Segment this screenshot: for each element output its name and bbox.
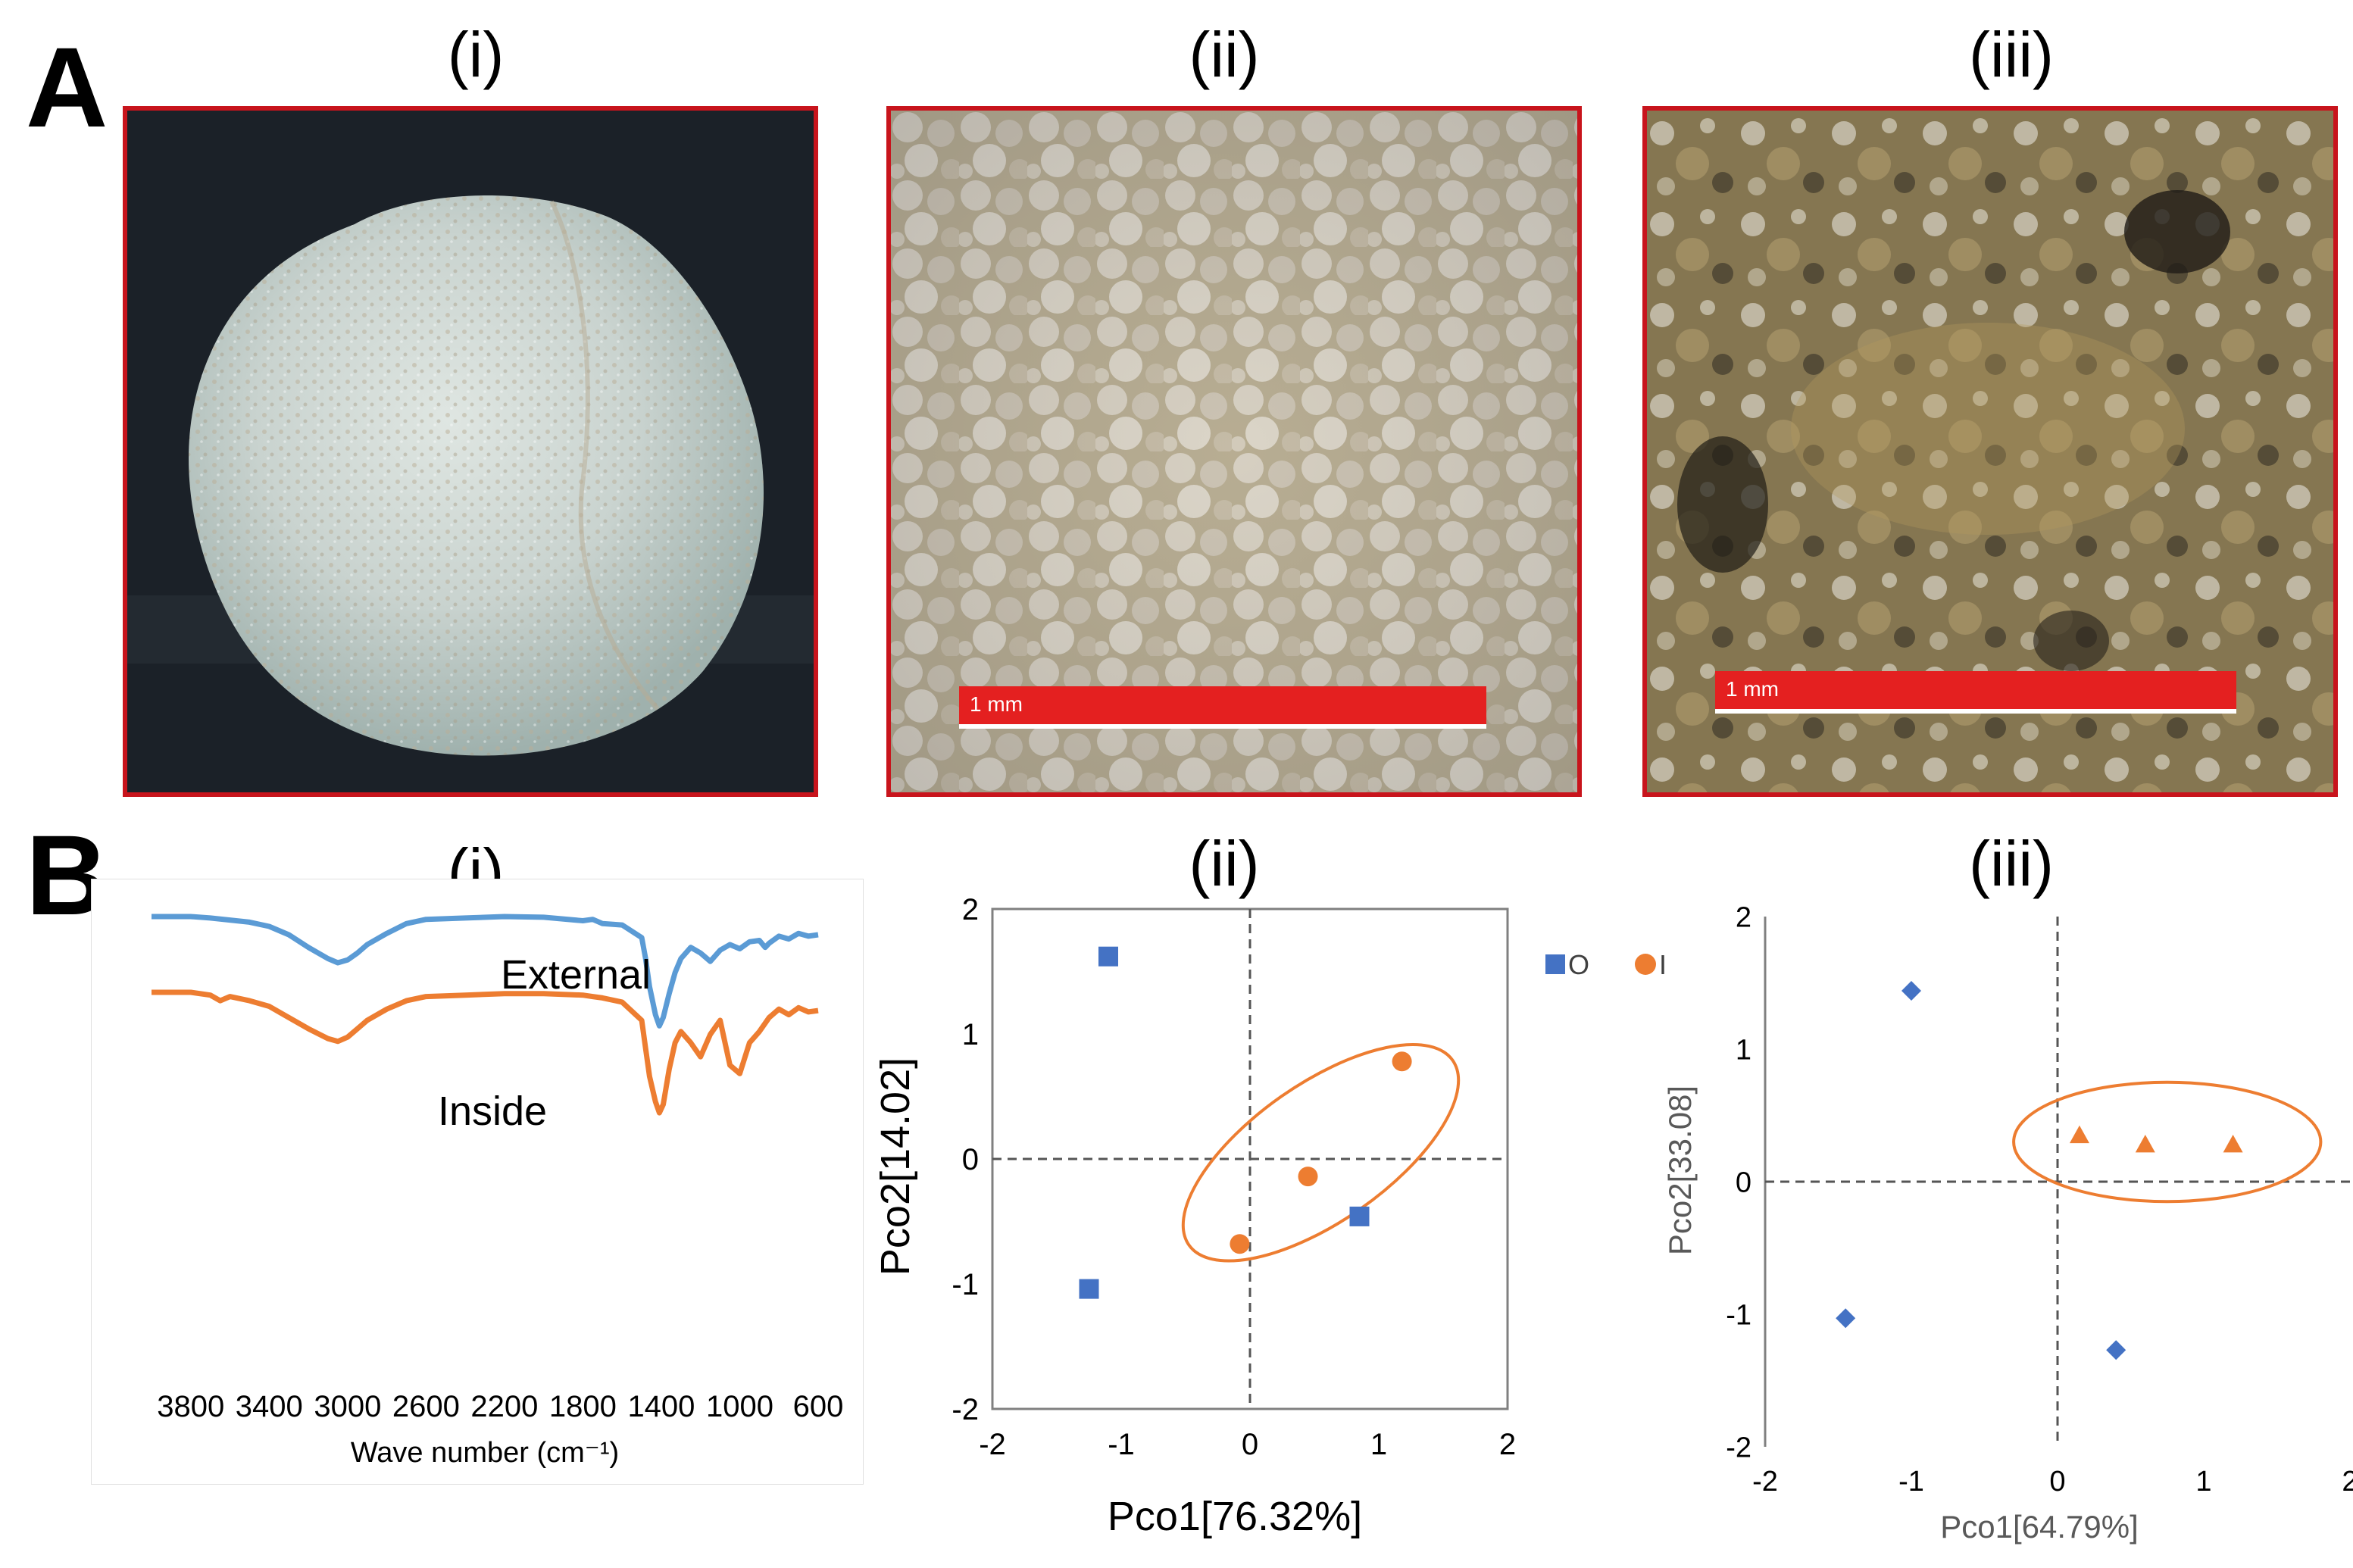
- data-point-circle: [1392, 1051, 1412, 1072]
- x-axis-title: Wave number (cm⁻¹): [351, 1437, 619, 1469]
- data-point-square: [1349, 1206, 1370, 1226]
- scale-bar: 1 mm: [1715, 671, 2236, 714]
- subpanel-label-a-ii: (ii): [1189, 19, 1260, 90]
- crystal-texture: [891, 111, 1577, 792]
- x-tick-label: -1: [1898, 1466, 1924, 1498]
- x-axis-title: Pco1[64.79%]: [1940, 1509, 2139, 1545]
- stone-illustration: [127, 111, 814, 792]
- y-tick-label: 2: [1736, 901, 1751, 933]
- legend: O I: [1545, 949, 1667, 980]
- legend-marker-i: [1635, 954, 1656, 975]
- subpanel-label-b-ii: (ii): [1189, 828, 1260, 899]
- x-tick-label: 1: [1370, 1428, 1387, 1461]
- ftir-chart: External Inside 3800 3400 3000 2600 2200 1800…: [91, 879, 864, 1485]
- series-label-external: External: [501, 952, 651, 998]
- x-tick-label: 0: [2049, 1466, 2065, 1498]
- x-axis-title: Pco1[76.32%]: [1108, 1494, 1362, 1539]
- series-line-external: [152, 914, 819, 1029]
- subpanel-label-a-i: (i): [447, 19, 505, 90]
- x-tick-label: 2: [1499, 1428, 1516, 1461]
- photo-stone-whole: [123, 106, 818, 797]
- x-tick-label: 1000: [706, 1390, 773, 1423]
- y-tick-label: 1: [962, 1018, 979, 1051]
- x-tick-label: -1: [1108, 1428, 1135, 1461]
- x-tick-label: 2: [2342, 1466, 2353, 1498]
- group-ellipse: [2012, 1080, 2323, 1204]
- series-line-inside: [152, 989, 819, 1116]
- photo-stone-inside-micro: 1 mm: [1642, 106, 2338, 797]
- x-tick-label: 600: [793, 1390, 844, 1423]
- y-tick-label: 1: [1736, 1034, 1751, 1066]
- data-point-triangle: [2223, 1135, 2243, 1153]
- legend-label-o: O: [1568, 949, 1589, 980]
- subpanel-label-a-iii: (iii): [1969, 19, 2054, 90]
- x-tick-label: -2: [1752, 1466, 1778, 1498]
- legend-label-i: I: [1659, 949, 1667, 980]
- x-tick-label: 3800: [157, 1390, 224, 1423]
- y-tick-label: -2: [1726, 1432, 1751, 1463]
- data-point-square: [1079, 1279, 1099, 1299]
- data-point-diamond: [1901, 981, 1921, 1001]
- x-tick-label: -2: [979, 1428, 1006, 1461]
- subpanel-label-b-iii: (iii): [1969, 828, 2054, 899]
- x-tick-label: 2600: [392, 1390, 460, 1423]
- y-tick-label: 0: [962, 1143, 979, 1176]
- y-tick-label: 0: [1736, 1167, 1751, 1198]
- y-tick-label: -1: [1726, 1299, 1751, 1331]
- scale-bar: 1 mm: [959, 686, 1486, 729]
- y-axis-title: Pco2[33.08]: [1662, 1085, 1698, 1255]
- data-point-diamond: [2106, 1340, 2126, 1360]
- data-point-triangle: [2069, 1125, 2089, 1144]
- series-label-inside: Inside: [438, 1089, 547, 1134]
- panel-letter-a: A: [26, 23, 108, 151]
- x-tick-label: 0: [1242, 1428, 1258, 1461]
- legend-marker-o: [1545, 954, 1565, 974]
- x-tick-label: 3000: [314, 1390, 381, 1423]
- x-tick-label: 2200: [470, 1390, 538, 1423]
- data-point-square: [1098, 946, 1118, 967]
- y-axis-title: Pco2[14.02]: [873, 1057, 918, 1276]
- y-tick-label: -2: [952, 1393, 979, 1426]
- x-tick-label: 3400: [236, 1390, 303, 1423]
- x-tick-label: 1: [2195, 1466, 2211, 1498]
- data-point-circle: [1230, 1234, 1250, 1254]
- x-tick-label: 1400: [627, 1390, 695, 1423]
- x-tick-label: 1800: [549, 1390, 617, 1423]
- photo-stone-external-micro: 1 mm: [886, 106, 1582, 797]
- y-tick-label: -1: [952, 1268, 979, 1301]
- data-point-triangle: [2135, 1135, 2155, 1153]
- data-point-diamond: [1836, 1308, 1856, 1329]
- data-point-circle: [1298, 1167, 1318, 1187]
- group-ellipse: [1181, 1042, 1461, 1263]
- y-tick-label: 2: [962, 893, 979, 926]
- pcoa-chart-iii: -2 -1 0 1 2 2 1 0 -1 -2 Pco1[64.79%] Pco2[33.08]: [1662, 901, 2353, 1545]
